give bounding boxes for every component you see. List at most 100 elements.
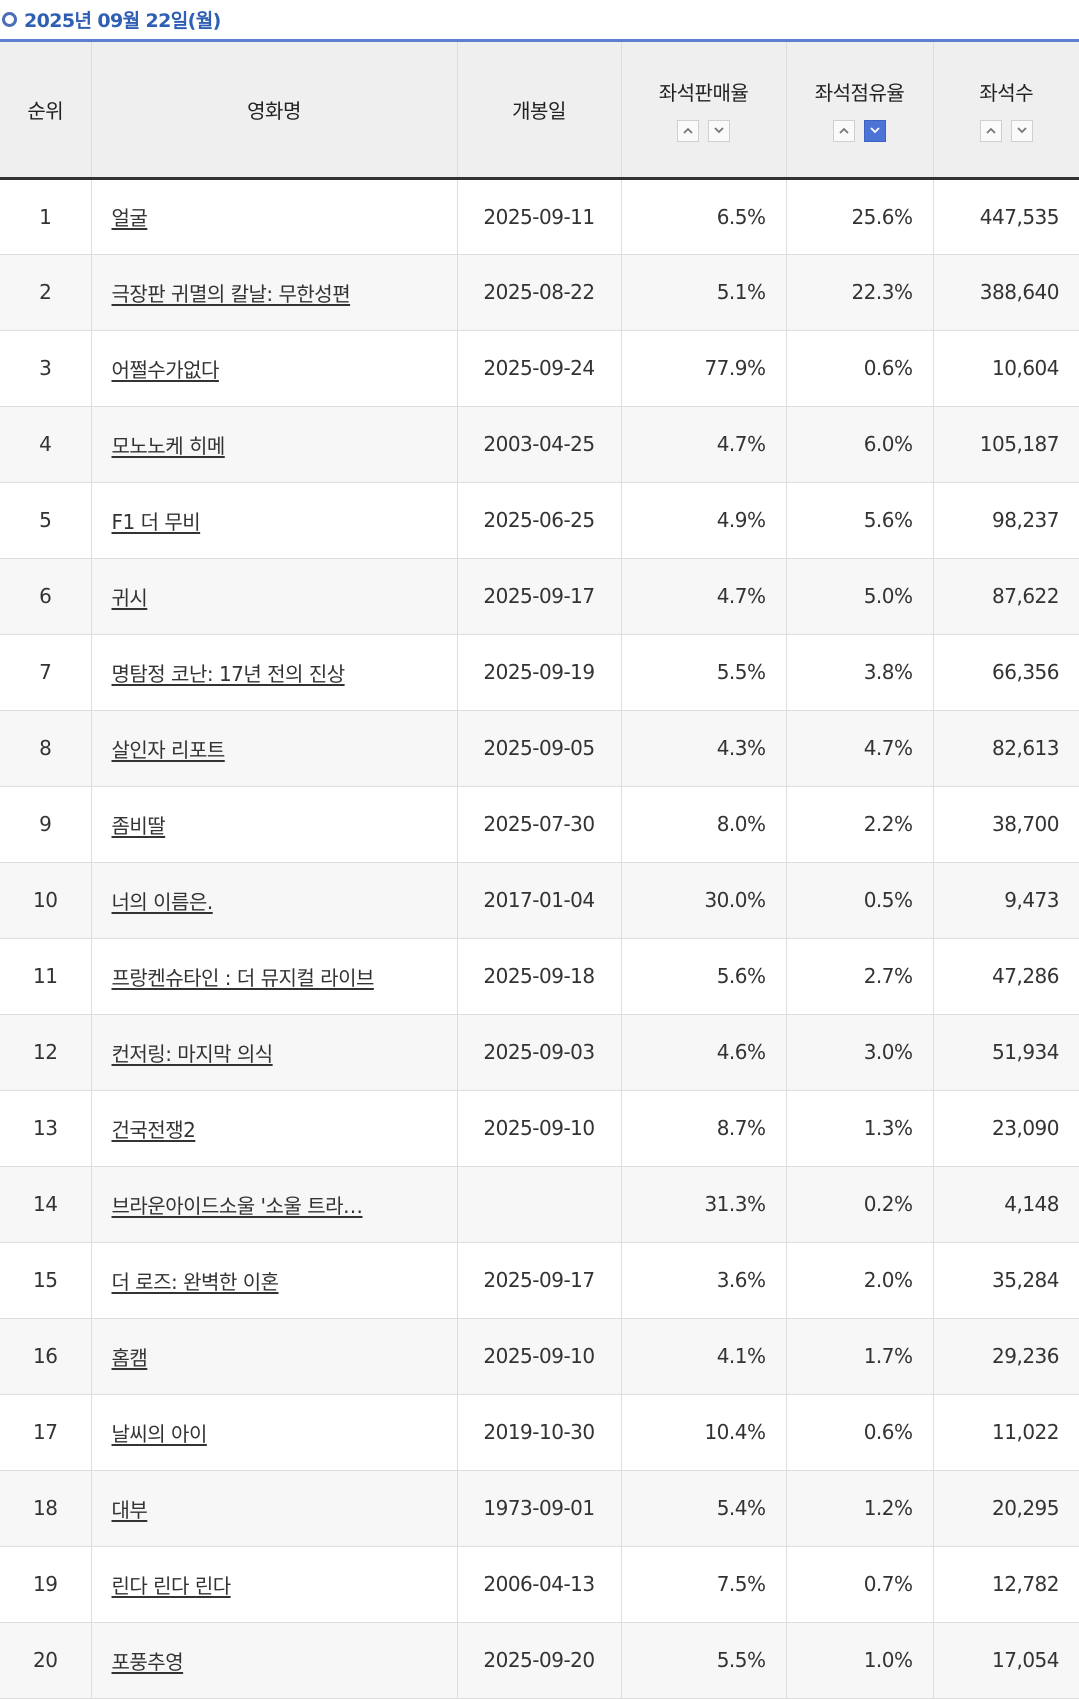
movie-title-link[interactable]: 극장판 귀멸의 칼날: 무한성편 [112, 282, 351, 306]
movie-title-link[interactable]: 대부 [112, 1498, 148, 1522]
sort-desc-seats-button[interactable] [1011, 120, 1033, 142]
movie-title-link[interactable]: 홈캠 [112, 1346, 148, 1370]
seat-sales-rate-cell: 8.7% [621, 1090, 786, 1166]
sort-asc-seats-button[interactable] [980, 120, 1002, 142]
table-header: 순위 영화명 개봉일 좌석판매율 좌석점유율 [0, 42, 1079, 178]
title-cell: F1 더 무비 [91, 482, 457, 558]
title-cell: 모노노케 히메 [91, 406, 457, 482]
movie-title-link[interactable]: 브라운아이드소울 '소울 트라… [112, 1194, 363, 1218]
col-header-seats: 좌석수 [933, 42, 1079, 178]
rank-cell: 17 [0, 1394, 91, 1470]
release-date-cell [457, 1166, 621, 1242]
title-cell: 브라운아이드소울 '소울 트라… [91, 1166, 457, 1242]
seats-cell: 12,782 [933, 1546, 1079, 1622]
seats-cell: 17,054 [933, 1622, 1079, 1698]
rank-cell: 14 [0, 1166, 91, 1242]
seats-cell: 9,473 [933, 862, 1079, 938]
release-date-cell: 2025-09-24 [457, 330, 621, 406]
col-seat-sales-rate-label: 좌석판매율 [622, 77, 786, 106]
rank-cell: 13 [0, 1090, 91, 1166]
title-cell: 명탐정 코난: 17년 전의 진상 [91, 634, 457, 710]
rank-cell: 1 [0, 178, 91, 254]
seat-share-cell: 4.7% [786, 710, 933, 786]
seat-sales-rate-cell: 4.7% [621, 558, 786, 634]
seat-sales-rate-cell: 4.7% [621, 406, 786, 482]
release-date-cell: 2025-09-03 [457, 1014, 621, 1090]
movie-title-link[interactable]: 명탐정 코난: 17년 전의 진상 [112, 662, 345, 686]
title-cell: 너의 이름은. [91, 862, 457, 938]
release-date-cell: 2025-09-10 [457, 1318, 621, 1394]
col-header-rank: 순위 [0, 42, 91, 178]
seats-cell: 447,535 [933, 178, 1079, 254]
release-date-cell: 2025-07-30 [457, 786, 621, 862]
movie-title-link[interactable]: 살인자 리포트 [112, 738, 225, 762]
release-date-cell: 2025-09-17 [457, 558, 621, 634]
chevron-down-icon [870, 127, 880, 134]
seat-share-cell: 0.2% [786, 1166, 933, 1242]
col-seat-share-label: 좌석점유율 [787, 77, 933, 106]
seat-sales-rate-cell: 77.9% [621, 330, 786, 406]
sort-asc-seat-share-button[interactable] [833, 120, 855, 142]
col-header-seat-sales-rate: 좌석판매율 [621, 42, 786, 178]
seats-cell: 66,356 [933, 634, 1079, 710]
sort-controls-seat-sales-rate [622, 120, 786, 142]
seat-sales-rate-cell: 5.6% [621, 938, 786, 1014]
sort-desc-seat-sales-rate-button[interactable] [708, 120, 730, 142]
seats-cell: 29,236 [933, 1318, 1079, 1394]
sort-asc-seat-sales-rate-button[interactable] [677, 120, 699, 142]
seat-share-cell: 25.6% [786, 178, 933, 254]
rank-cell: 20 [0, 1622, 91, 1698]
release-date-cell: 2025-08-22 [457, 254, 621, 330]
title-cell: 극장판 귀멸의 칼날: 무한성편 [91, 254, 457, 330]
date-header: 2025년 09월 22일(월) [0, 0, 1079, 42]
movie-title-link[interactable]: 건국전쟁2 [112, 1118, 196, 1142]
chevron-up-icon [839, 127, 849, 134]
seat-sales-rate-cell: 8.0% [621, 786, 786, 862]
rank-cell: 6 [0, 558, 91, 634]
seats-cell: 11,022 [933, 1394, 1079, 1470]
chevron-down-icon [714, 127, 724, 134]
movie-title-link[interactable]: F1 더 무비 [112, 510, 201, 534]
seats-cell: 98,237 [933, 482, 1079, 558]
seat-share-cell: 1.0% [786, 1622, 933, 1698]
seat-sales-rate-cell: 6.5% [621, 178, 786, 254]
seat-sales-rate-cell: 5.1% [621, 254, 786, 330]
movie-title-link[interactable]: 모노노케 히메 [112, 434, 225, 458]
seat-sales-rate-cell: 5.5% [621, 1622, 786, 1698]
title-cell: 얼굴 [91, 178, 457, 254]
movie-title-link[interactable]: 어쩔수가없다 [112, 358, 219, 382]
sort-desc-seat-share-button[interactable] [864, 120, 886, 142]
rank-cell: 12 [0, 1014, 91, 1090]
movie-title-link[interactable]: 너의 이름은. [112, 890, 213, 914]
seats-cell: 47,286 [933, 938, 1079, 1014]
seat-share-cell: 2.0% [786, 1242, 933, 1318]
movie-title-link[interactable]: 더 로즈: 완벽한 이혼 [112, 1270, 279, 1294]
movie-title-link[interactable]: 포풍추영 [112, 1650, 184, 1674]
seat-sales-rate-cell: 5.4% [621, 1470, 786, 1546]
movie-title-link[interactable]: 컨저링: 마지막 의식 [112, 1042, 273, 1066]
seat-sales-rate-cell: 4.1% [621, 1318, 786, 1394]
movie-title-link[interactable]: 프랑켄슈타인 : 더 뮤지컬 라이브 [112, 966, 374, 990]
seat-sales-rate-cell: 30.0% [621, 862, 786, 938]
chevron-up-icon [986, 127, 996, 134]
title-cell: 좀비딸 [91, 786, 457, 862]
title-cell: 대부 [91, 1470, 457, 1546]
seat-share-cell: 2.2% [786, 786, 933, 862]
title-cell: 프랑켄슈타인 : 더 뮤지컬 라이브 [91, 938, 457, 1014]
seat-share-cell: 5.0% [786, 558, 933, 634]
movie-title-link[interactable]: 날씨의 아이 [112, 1422, 207, 1446]
col-title-label: 영화명 [92, 95, 457, 124]
movie-title-link[interactable]: 귀시 [112, 586, 148, 610]
chevron-down-icon [1017, 127, 1027, 134]
movie-title-link[interactable]: 좀비딸 [112, 814, 166, 838]
movie-title-link[interactable]: 린다 린다 린다 [112, 1574, 231, 1598]
movie-title-link[interactable]: 얼굴 [112, 206, 148, 230]
seats-cell: 82,613 [933, 710, 1079, 786]
